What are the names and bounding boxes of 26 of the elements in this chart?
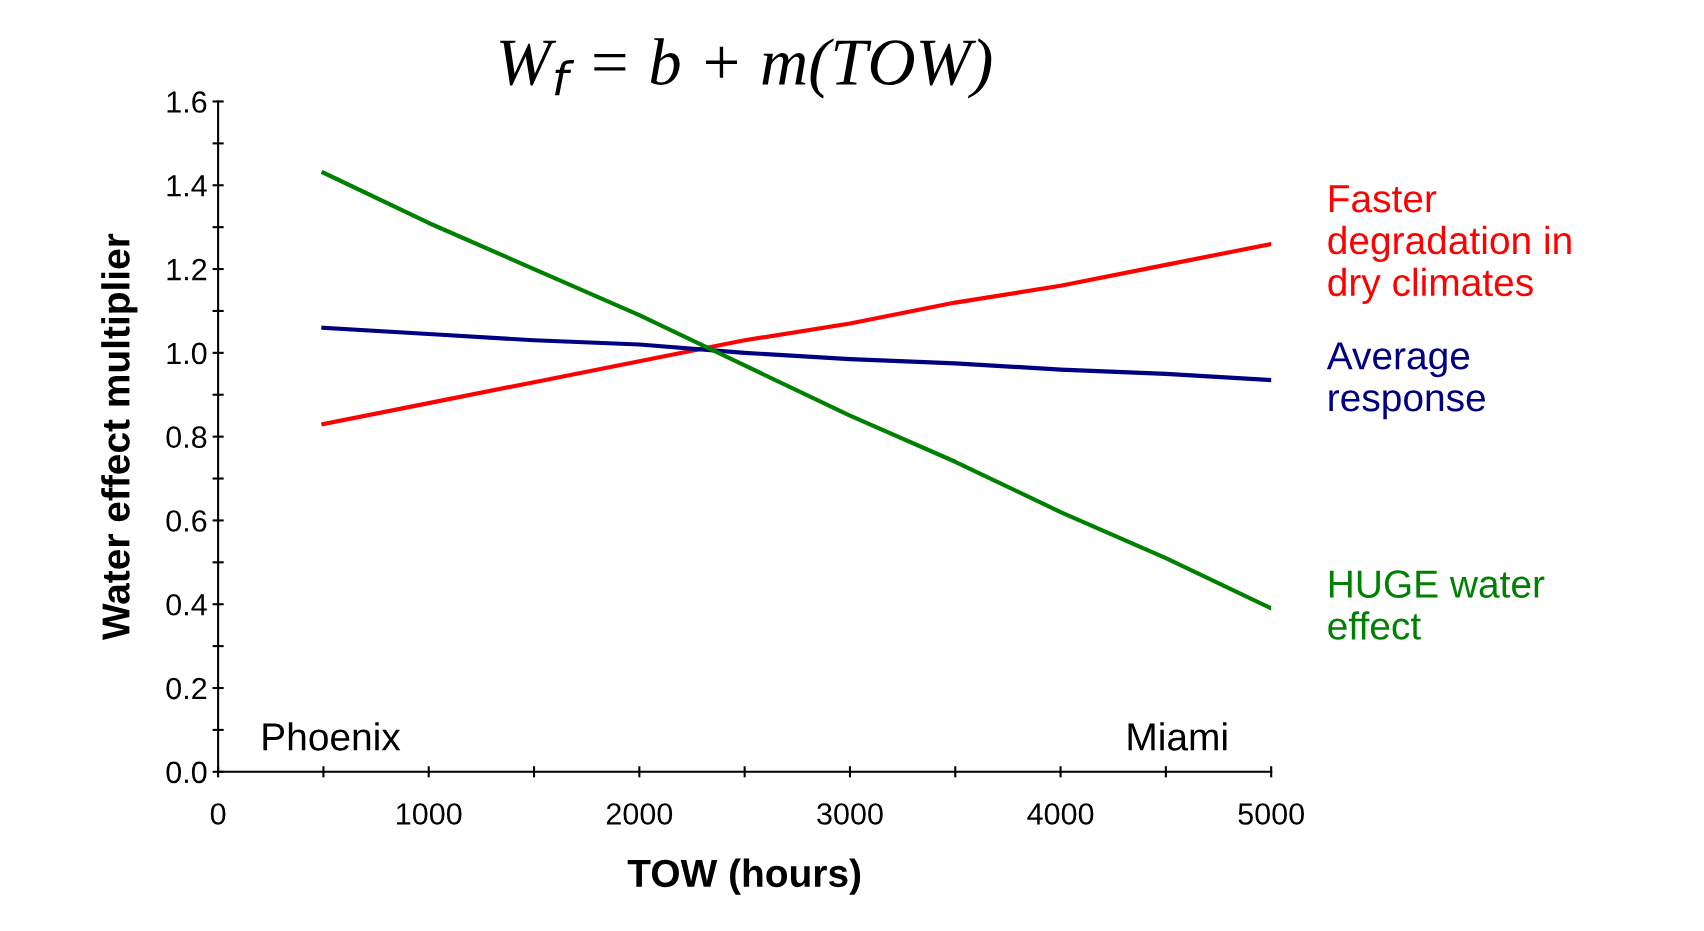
y-tick-label: 0.6 <box>166 510 207 532</box>
x-tick-label: 0 <box>210 803 226 825</box>
line-series <box>321 325 1272 383</box>
line-series <box>321 241 1272 427</box>
series-label: Faster degradation in dry climates <box>1328 185 1571 304</box>
x-tick-label: 3000 <box>817 803 883 825</box>
line-series <box>321 170 1272 611</box>
y-tick-label: 0.4 <box>166 593 207 616</box>
x-tick-label: 5000 <box>1238 803 1304 825</box>
chart-title: W$_{f}$ = b + m(TOW) <box>500 38 992 99</box>
y-tick-label: 1.6 <box>167 91 207 113</box>
y-tick-label: 1.4 <box>167 175 207 197</box>
series-label: Average response <box>1326 342 1485 420</box>
y-tick-label: 1.0 <box>167 342 207 365</box>
x-tick-label: 4000 <box>1027 803 1094 825</box>
y-tick-label: 0.0 <box>166 761 207 784</box>
annotation: Miami <box>1128 722 1227 751</box>
y-tick-label: 0.8 <box>166 426 207 449</box>
x-tick-label: 1000 <box>397 803 462 825</box>
x-axis-title: TOW (hours) <box>627 858 861 895</box>
y-tick-label: 0.2 <box>166 677 207 700</box>
x-tick-label: 2000 <box>606 803 673 825</box>
y-axis-title: Water effect multiplier <box>101 233 138 641</box>
y-tick-label: 1.2 <box>167 258 207 281</box>
series-label: HUGE water effect <box>1328 570 1545 640</box>
annotation: Phoenix <box>263 722 401 751</box>
